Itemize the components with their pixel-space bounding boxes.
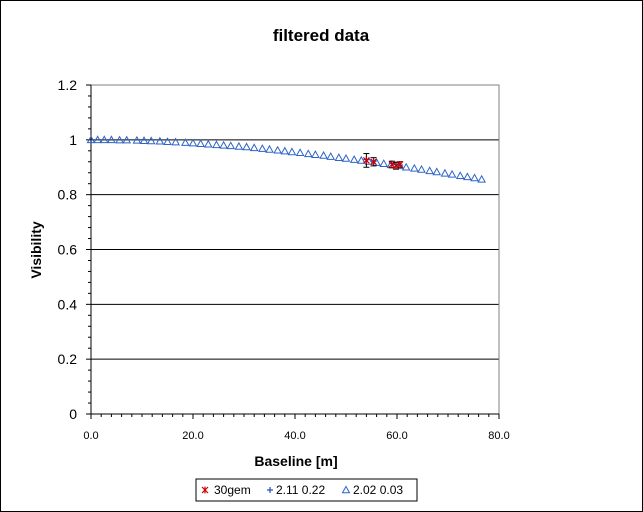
data-point-triangle	[447, 169, 457, 178]
data-point-triangle	[258, 144, 267, 152]
x-tick-label: 40.0	[284, 430, 305, 442]
legend-label: 2.02 0.03	[353, 483, 403, 497]
legend-marker-plus	[267, 487, 273, 493]
y-axis-title: Visibility	[28, 221, 44, 279]
data-point-triangle	[440, 168, 450, 177]
data-points	[86, 135, 487, 183]
data-point-triangle	[139, 136, 149, 144]
x-tick-label: 60.0	[386, 430, 407, 442]
y-tick-label: 1	[69, 132, 77, 148]
chart-title: filtered data	[273, 26, 370, 45]
x-tick-label: 20.0	[182, 430, 203, 442]
legend-marker-triangle	[341, 485, 351, 494]
data-point-triangle	[341, 153, 351, 162]
data-point-asterisk	[396, 161, 404, 169]
data-point-triangle	[132, 135, 142, 144]
x-axis-title: Baseline [m]	[254, 453, 337, 469]
y-tick-label: 1.2	[58, 77, 78, 93]
y-tick-label: 0.4	[58, 296, 78, 312]
legend: 30gem 2.11 0.22 2.02 0.03	[195, 478, 418, 502]
data-point-triangle	[107, 135, 116, 144]
legend-label: 2.11 0.22	[276, 483, 325, 497]
data-point-triangle	[326, 152, 336, 160]
y-tick-label: 0.6	[58, 242, 78, 258]
data-point-triangle	[303, 149, 313, 158]
data-point-triangle	[401, 162, 411, 171]
y-tick-label: 0	[69, 406, 77, 422]
data-point-triangle	[349, 155, 359, 163]
data-point-triangle	[311, 150, 320, 158]
data-point-triangle	[155, 136, 165, 145]
data-point-triangle	[273, 145, 283, 154]
data-point-triangle	[99, 135, 109, 144]
data-point-triangle	[249, 143, 259, 152]
data-point-triangle	[287, 147, 297, 156]
x-tick-label: 80.0	[488, 430, 509, 442]
data-point-triangle	[409, 163, 419, 172]
data-point-triangle	[212, 140, 221, 149]
data-point-triangle	[226, 141, 236, 150]
data-point-triangle	[334, 153, 344, 161]
data-point-triangle	[319, 150, 328, 159]
data-point-triangle	[196, 139, 205, 147]
data-point-triangle	[356, 155, 366, 164]
data-point-triangle	[425, 166, 434, 175]
data-point-triangle	[477, 174, 487, 183]
data-point-triangle	[146, 136, 156, 145]
data-point-triangle	[188, 138, 198, 147]
data-point-triangle	[379, 159, 389, 167]
axes: 0 0.2 0.4 0.6 0.8 1 1.2 0.0 20.0 40.0 60.0 80.0	[58, 77, 510, 442]
data-point-asterisk	[370, 158, 377, 166]
data-point-triangle	[463, 172, 472, 181]
data-point-triangle	[432, 167, 442, 176]
data-point-triangle	[455, 171, 465, 180]
data-point-triangle	[234, 141, 244, 150]
data-point-triangle	[181, 138, 190, 146]
legend-label: 30gem	[214, 483, 251, 497]
data-point-triangle	[470, 173, 479, 182]
data-point-triangle	[171, 137, 181, 146]
legend-box	[195, 478, 418, 502]
data-point-asterisk	[362, 156, 370, 164]
data-point-triangle	[417, 164, 426, 173]
data-point-asterisk	[392, 162, 400, 170]
data-point-triangle	[163, 137, 172, 146]
data-point-triangle	[242, 142, 251, 151]
data-point-triangle	[219, 140, 228, 149]
x-tick-label: 0.0	[83, 430, 98, 442]
legend-marker-asterisk	[201, 486, 209, 494]
data-point-triangle	[295, 148, 305, 157]
data-point-triangle	[93, 135, 102, 144]
data-point-triangle	[122, 135, 132, 144]
data-point-triangle	[86, 135, 96, 144]
y-tick-label: 0.8	[58, 187, 78, 203]
data-point-triangle	[203, 139, 213, 148]
data-point-triangle	[265, 144, 274, 153]
data-point-triangle	[115, 135, 124, 144]
data-point-triangle	[280, 146, 290, 155]
y-tick-label: 0.2	[58, 351, 78, 367]
grid-lines	[91, 84, 499, 360]
